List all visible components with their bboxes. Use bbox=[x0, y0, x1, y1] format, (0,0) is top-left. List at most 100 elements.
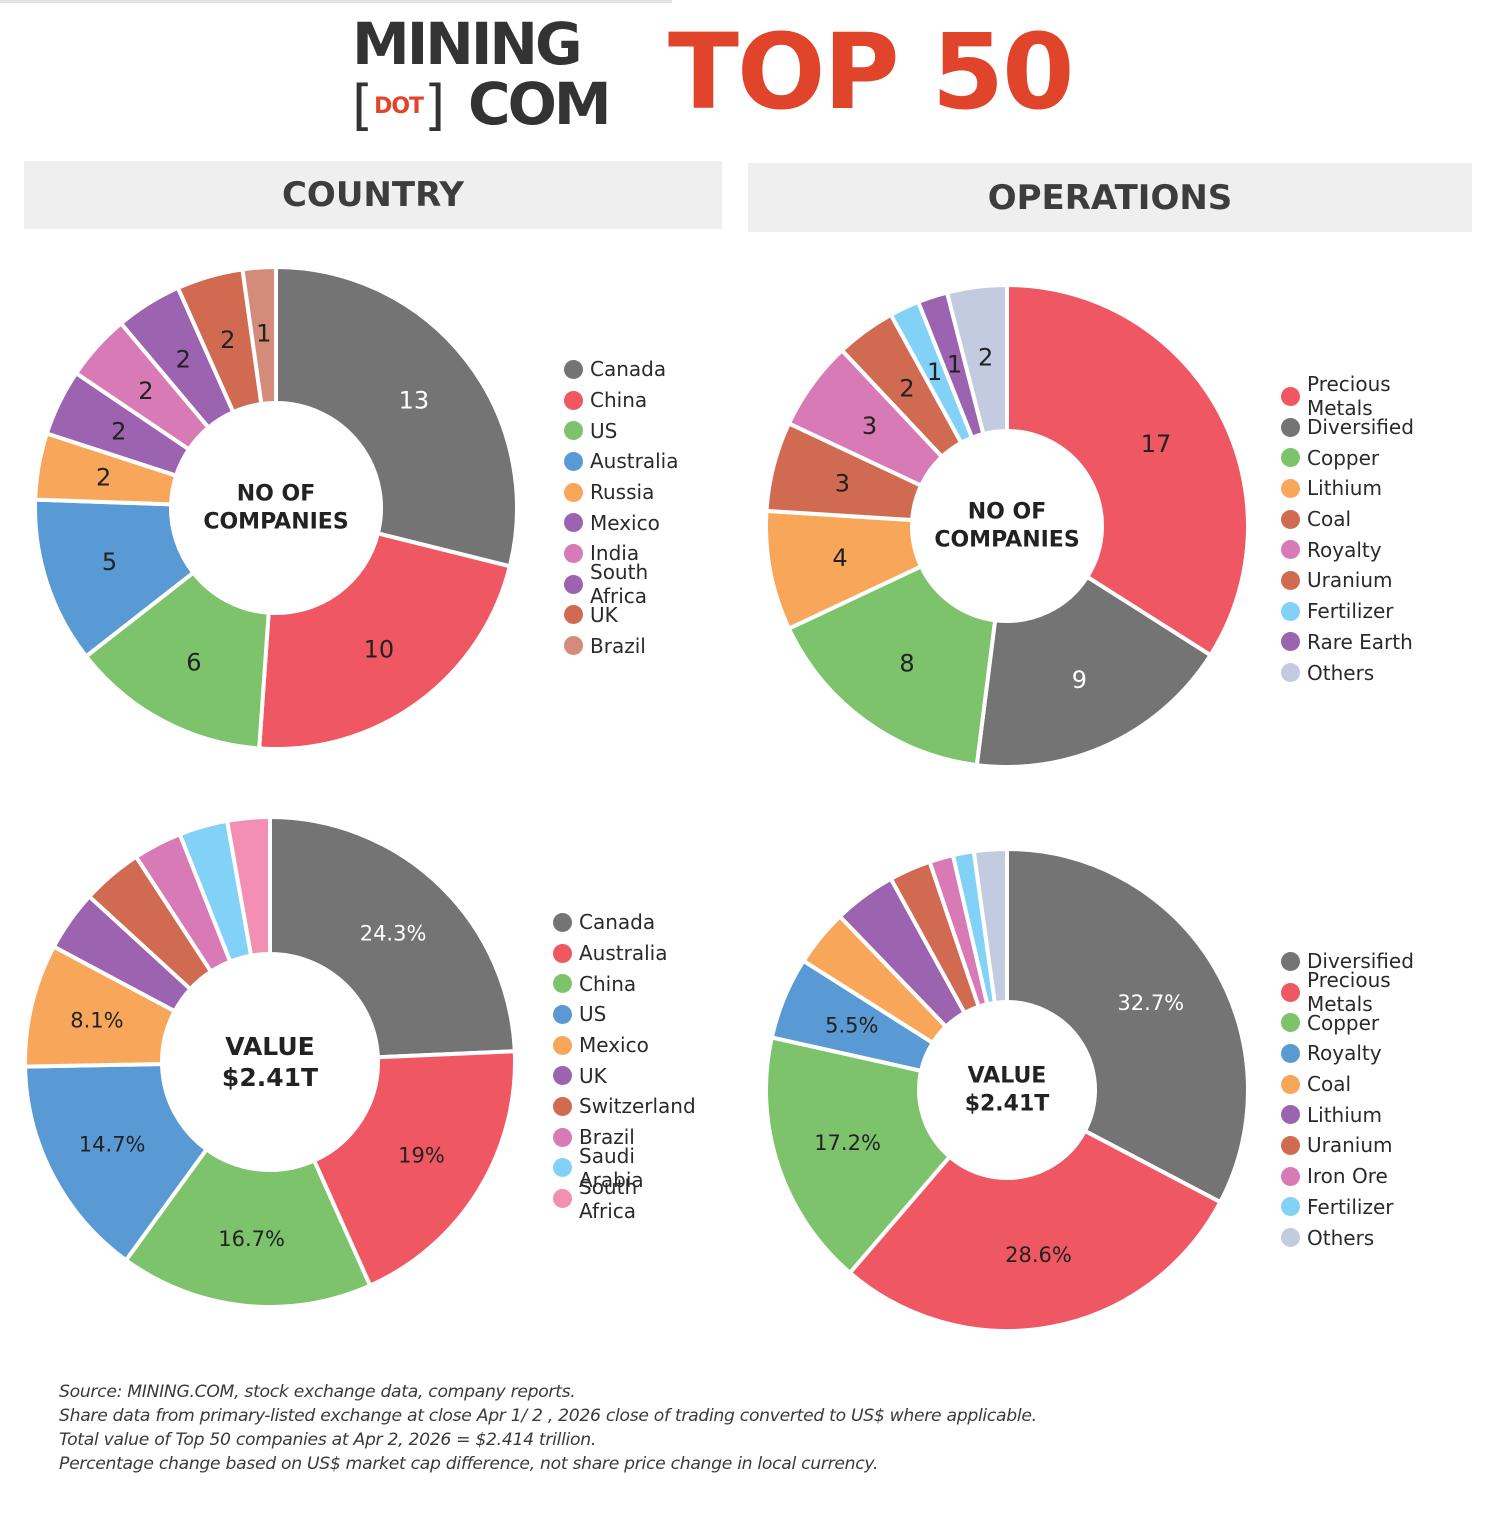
legend-label: Precious Metals bbox=[1307, 968, 1391, 1017]
legend-item: Brazil bbox=[553, 1122, 696, 1153]
legend-swatch-icon bbox=[564, 421, 583, 441]
logo-dot-group: [ DOT ] bbox=[352, 78, 445, 134]
legend-label: Lithium bbox=[1307, 476, 1382, 501]
legend-label: Coal bbox=[1307, 507, 1352, 532]
legend-label: Mexico bbox=[579, 1033, 649, 1058]
slice-diversified bbox=[974, 574, 1214, 769]
legend-item: US bbox=[553, 999, 696, 1030]
legend-swatch-icon bbox=[1281, 540, 1300, 560]
footnote-share-data: Share data from primary-listed exchange … bbox=[59, 1406, 1037, 1426]
legend-item: Canada bbox=[553, 907, 696, 938]
legend-swatch-icon bbox=[564, 482, 583, 502]
legend-swatch-icon bbox=[564, 636, 583, 656]
legend-label: Coal bbox=[1307, 1072, 1352, 1097]
slice-copper bbox=[786, 563, 998, 768]
legend-label: Mexico bbox=[590, 510, 660, 535]
legend-label: Copper bbox=[1307, 445, 1380, 470]
slice-value-label: 3 bbox=[862, 412, 877, 440]
footnote-percentage-change: Percentage change based on US$ market ca… bbox=[59, 1454, 879, 1474]
slice-value-label: 1 bbox=[947, 350, 962, 378]
legend-item: Diversified bbox=[1281, 412, 1414, 443]
legend-item: Others bbox=[1281, 657, 1414, 688]
slice-canada bbox=[274, 264, 519, 569]
donut-center-label: NO OF COMPANIES bbox=[934, 499, 1080, 553]
legend-swatch-icon bbox=[1281, 601, 1300, 621]
legend-item: South Africa bbox=[564, 560, 678, 608]
legend-swatch-icon bbox=[1281, 1135, 1300, 1155]
legend-item: Coal bbox=[1281, 504, 1414, 535]
legend-label: US bbox=[579, 1002, 607, 1027]
legend-label: China bbox=[590, 388, 648, 413]
logo-bracket-close: ] bbox=[424, 74, 446, 137]
legend-item: Copper bbox=[1281, 1007, 1414, 1038]
slice-value-label: 28.6% bbox=[1005, 1243, 1072, 1267]
source-footnote: Source: MINING.COM, stock exchange data,… bbox=[59, 1380, 1037, 1476]
footnote-source: Source: MINING.COM, stock exchange data,… bbox=[59, 1382, 576, 1402]
legend-label: Royalty bbox=[1307, 1041, 1382, 1066]
legend-item: Coal bbox=[1281, 1069, 1414, 1100]
legend-item: Mexico bbox=[553, 1030, 696, 1061]
donut-center-label: VALUE $2.41T bbox=[221, 1031, 319, 1092]
legend-swatch-icon bbox=[553, 943, 572, 963]
slice-value-label: 4 bbox=[832, 544, 847, 572]
legend-swatch-icon bbox=[1281, 1013, 1300, 1033]
legend-label: Iron Ore bbox=[1307, 1164, 1388, 1189]
legend-swatch-icon bbox=[553, 1035, 572, 1055]
slice-canada bbox=[268, 814, 517, 1060]
donut-center-label: NO OF COMPANIES bbox=[203, 481, 349, 535]
donut-center-label: VALUE $2.41T bbox=[964, 1063, 1050, 1117]
legend-swatch-icon bbox=[553, 912, 572, 932]
legend-swatch-icon bbox=[1281, 1105, 1300, 1125]
legend-swatch-icon bbox=[564, 513, 583, 533]
slice-value-label: 19% bbox=[398, 1143, 445, 1167]
slice-value-label: 16.7% bbox=[218, 1227, 285, 1251]
slice-value-label: 17.2% bbox=[814, 1131, 881, 1155]
legend-swatch-icon bbox=[553, 1189, 572, 1209]
legend-label: Fertilizer bbox=[1307, 1194, 1394, 1219]
slice-china bbox=[257, 530, 513, 751]
legend-item: Others bbox=[1281, 1222, 1414, 1253]
legend-swatch-icon bbox=[564, 359, 583, 379]
legend-item: Brazil bbox=[564, 630, 678, 661]
legend-label: Uranium bbox=[1307, 1133, 1393, 1158]
legend-item: South Africa bbox=[553, 1175, 696, 1223]
legend-item: Lithium bbox=[1281, 473, 1414, 504]
legend-swatch-icon bbox=[553, 1158, 572, 1178]
legend-swatch-icon bbox=[1281, 478, 1300, 498]
legend-label: UK bbox=[579, 1063, 607, 1088]
slice-value-label: 9 bbox=[1072, 666, 1087, 694]
slice-value-label: 2 bbox=[138, 377, 153, 405]
legend-label: Australia bbox=[579, 941, 668, 966]
legend-label: UK bbox=[590, 602, 618, 627]
chart-legend: Canada China US Australia Russia Mexico India S… bbox=[564, 354, 678, 661]
legend-item: Mexico bbox=[564, 507, 678, 538]
slice-value-label: 2 bbox=[96, 464, 111, 492]
legend-item: UK bbox=[564, 600, 678, 631]
page-title: TOP 50 bbox=[668, 11, 1075, 133]
slice-value-label: 10 bbox=[364, 636, 395, 664]
legend-label: Brazil bbox=[590, 633, 646, 658]
slice-south-africa bbox=[224, 814, 272, 958]
legend-label: China bbox=[579, 971, 637, 996]
logo-mining-text: MINING bbox=[352, 10, 583, 78]
slice-value-label: 2 bbox=[111, 417, 126, 445]
legend-item: Russia bbox=[564, 477, 678, 508]
legend-swatch-icon bbox=[1281, 509, 1300, 529]
slice-us bbox=[83, 569, 271, 751]
legend-item: US bbox=[564, 415, 678, 446]
slice-value-label: 6 bbox=[186, 649, 201, 677]
slice-precious-metals bbox=[1005, 282, 1250, 658]
slice-australia bbox=[33, 497, 197, 660]
legend-item: Copper bbox=[1281, 442, 1414, 473]
legend-swatch-icon bbox=[553, 1004, 572, 1024]
legend-item: China bbox=[564, 385, 678, 416]
legend-label: Others bbox=[1307, 1225, 1375, 1250]
legend-label: South Africa bbox=[579, 1174, 638, 1223]
legend-swatch-icon bbox=[1281, 1197, 1300, 1217]
legend-label: Switzerland bbox=[579, 1094, 696, 1119]
legend-item: Switzerland bbox=[553, 1091, 696, 1122]
legend-label: US bbox=[590, 418, 618, 443]
chart-legend: Canada Australia China US Mexico UK Switzerlan… bbox=[553, 907, 696, 1223]
slice-value-label: 8 bbox=[899, 650, 914, 678]
